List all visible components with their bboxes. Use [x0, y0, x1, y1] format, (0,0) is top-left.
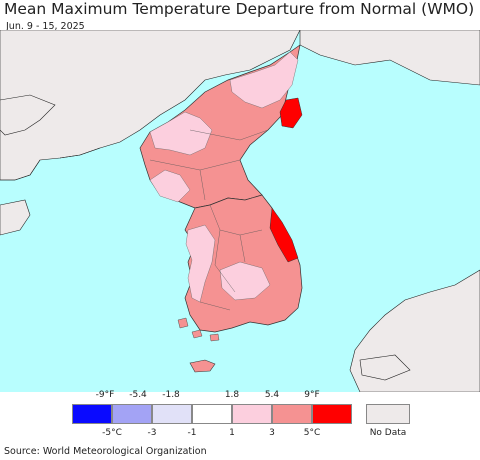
map-title: Mean Maximum Temperature Departure from …: [4, 0, 475, 18]
legend-no-data-label: No Data: [369, 428, 407, 438]
province-lines: [149, 129, 269, 311]
south-korea-red-east: [269, 207, 299, 263]
legend-f-label: 5.4: [264, 390, 280, 400]
legend-swatch-no-data: [366, 404, 410, 424]
legend-f-label: -5.4: [129, 390, 147, 400]
north-korea-pink-north: [229, 51, 299, 109]
legend-c-label: 1: [229, 428, 235, 438]
coastline-detail: [0, 147, 101, 181]
legend-swatch-warm: [232, 404, 272, 424]
north-korea-red-coast: [279, 97, 303, 129]
liaodong-peninsula: [0, 94, 56, 136]
date-range: Jun. 9 - 15, 2025: [6, 21, 85, 32]
legend-c-label: 3: [269, 428, 275, 438]
southern-islands: [177, 317, 220, 342]
shandong-coast: [0, 199, 31, 236]
legend-f-label: -1.8: [162, 390, 180, 400]
temperature-departure-map: [0, 30, 480, 392]
legend-c-label: 5°C: [303, 428, 321, 438]
north-korea-pink-west: [149, 111, 213, 156]
russia-landmass: [299, 30, 480, 86]
legend-swatch-normal: [192, 404, 232, 424]
jeju-island: [189, 359, 216, 373]
legend-swatch-very-cold: [72, 404, 112, 424]
legend-c-label: -1: [187, 428, 197, 438]
north-korea-pink-sw: [149, 169, 191, 203]
legend-swatch-hot: [272, 404, 312, 424]
legend-c-label: -3: [147, 428, 157, 438]
legend-f-label: 1.8: [224, 390, 240, 400]
legend-swatch-very-hot: [312, 404, 352, 424]
source-credit: Source: World Meteorological Organizatio…: [4, 446, 207, 457]
legend-f-label: -9°F: [95, 390, 115, 400]
japan-island-small: [359, 354, 411, 381]
legend-f-label: 9°F: [304, 390, 320, 400]
legend-c-label: -5°C: [102, 428, 122, 438]
legend-swatch-cold: [112, 404, 152, 424]
legend-swatch-cool: [152, 404, 192, 424]
south-korea-pink-center: [219, 261, 271, 301]
